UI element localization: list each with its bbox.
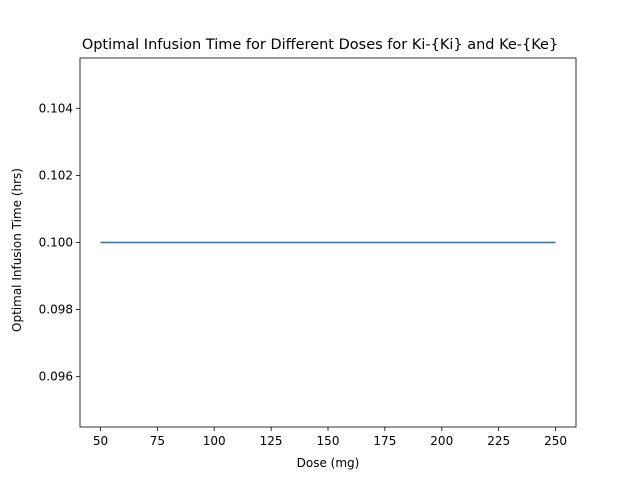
x-tick-label: 150 [317, 434, 340, 448]
x-tick-label: 250 [544, 434, 567, 448]
y-tick-label: 0.102 [39, 168, 73, 182]
y-axis: 0.096 0.098 0.100 0.102 0.104 [39, 101, 80, 384]
x-axis: 50 75 100 125 150 175 200 225 250 [93, 427, 567, 448]
x-tick-label: 200 [430, 434, 453, 448]
chart-title: Optimal Infusion Time for Different Dose… [82, 37, 558, 53]
x-tick-label: 50 [93, 434, 108, 448]
y-tick-label: 0.100 [39, 236, 73, 250]
y-tick-label: 0.096 [39, 370, 73, 384]
x-axis-label: Dose (mg) [297, 456, 360, 470]
x-tick-label: 100 [203, 434, 226, 448]
y-axis-label: Optimal Infusion Time (hrs) [10, 168, 24, 332]
x-tick-label: 125 [260, 434, 283, 448]
x-tick-label: 225 [487, 434, 510, 448]
y-tick-label: 0.098 [39, 303, 73, 317]
y-tick-label: 0.104 [39, 101, 73, 115]
x-tick-label: 175 [373, 434, 396, 448]
x-tick-label: 75 [150, 434, 165, 448]
